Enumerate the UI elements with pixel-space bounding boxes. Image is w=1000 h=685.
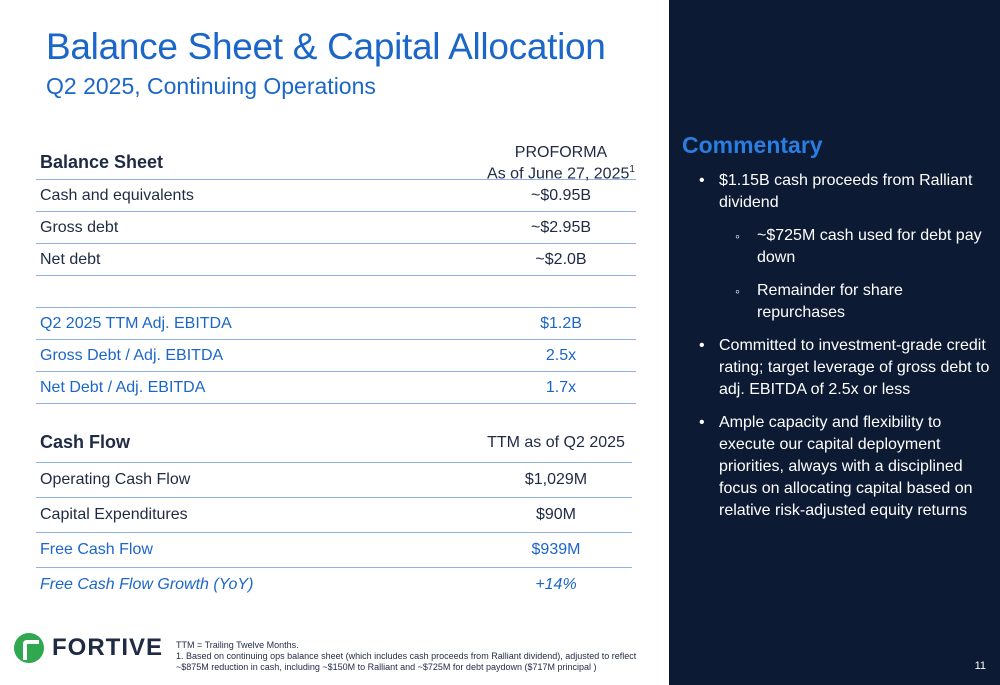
table-row: Gross debt ~$2.95B [36,212,636,244]
commentary-panel: Commentary $1.15B cash proceeds from Ral… [669,0,1000,685]
commentary-bullet: Ample capacity and flexibility to execut… [699,412,991,522]
table-row: Free Cash Flow Growth (YoY) +14% [36,568,632,602]
row-value: ~$2.95B [530,218,592,236]
table-row: Cash and equivalents ~$0.95B [36,180,636,212]
ttm-column-header: TTM as of Q2 2025 [487,434,625,451]
table-row: Q2 2025 TTM Adj. EBITDA $1.2B [36,308,636,340]
commentary-bullet: Committed to investment-grade credit rat… [699,335,991,401]
proforma-label: PROFORMA [514,144,608,161]
row-value: $1,029M [524,471,588,488]
row-value: $90M [535,506,577,523]
row-label: Q2 2025 TTM Adj. EBITDA [40,314,232,332]
commentary-title: Commentary [682,132,823,158]
row-label: Gross debt [40,218,119,236]
footnote-line: TTM = Trailing Twelve Months. [176,640,299,650]
table-row: Gross Debt / Adj. EBITDA 2.5x [36,340,636,372]
cash-flow-heading: Cash Flow [40,432,131,452]
row-label: Capital Expenditures [40,506,188,523]
balance-sheet-header: Balance Sheet PROFORMA As of June 27, 20… [36,144,636,182]
logo-text: FORTIVE [52,634,164,661]
row-value: $939M [531,541,581,558]
footnote-line: 1. Based on continuing ops balance sheet… [176,651,637,672]
row-value: $1.2B [540,314,582,332]
proforma-column-header: PROFORMA As of June 27, 20251 [476,144,646,182]
row-value: ~$2.0B [535,250,587,268]
row-label: Net debt [40,250,101,268]
row-value: 2.5x [545,346,577,364]
table-row: Free Cash Flow $939M [36,533,632,568]
commentary-sub-bullet: ~$725M cash used for debt pay down [699,225,991,269]
table-row: Net debt ~$2.0B [36,244,636,276]
cash-flow-table: Cash Flow TTM as of Q2 2025 Operating Ca… [36,428,632,602]
table-row: Operating Cash Flow $1,029M [36,463,632,498]
commentary-list: $1.15B cash proceeds from Ralliant divid… [699,170,991,533]
row-label: Cash and equivalents [40,186,194,204]
cash-flow-header: Cash Flow TTM as of Q2 2025 [36,428,632,463]
row-label: Free Cash Flow [40,541,153,558]
balance-sheet-heading: Balance Sheet [40,152,164,172]
table-spacer-row [36,276,636,308]
row-label: Free Cash Flow Growth (YoY) [40,576,254,593]
commentary-bullet: $1.15B cash proceeds from Ralliant divid… [699,170,991,214]
fortive-logo: FORTIVE [14,633,163,663]
page-subtitle: Q2 2025, Continuing Operations [46,73,376,99]
row-label: Operating Cash Flow [40,471,191,488]
table-row: Capital Expenditures $90M [36,498,632,533]
footnote: TTM = Trailing Twelve Months. 1. Based o… [176,640,656,673]
row-value: 1.7x [545,378,577,396]
footnote-marker: 1 [629,164,635,175]
row-label: Net Debt / Adj. EBITDA [40,378,206,396]
row-label: Gross Debt / Adj. EBITDA [40,346,224,364]
balance-sheet-table: Balance Sheet PROFORMA As of June 27, 20… [36,144,636,404]
fortive-logo-mark-icon [14,633,44,663]
proforma-date: As of June 27, 20251 [487,164,635,183]
row-value: ~$0.95B [530,186,592,204]
table-row: Net Debt / Adj. EBITDA 1.7x [36,372,636,404]
page-title: Balance Sheet & Capital Allocation [46,26,606,67]
commentary-sub-bullet: Remainder for share repurchases [699,280,991,324]
row-value: +14% [535,576,577,593]
page-number: 11 [974,660,986,672]
